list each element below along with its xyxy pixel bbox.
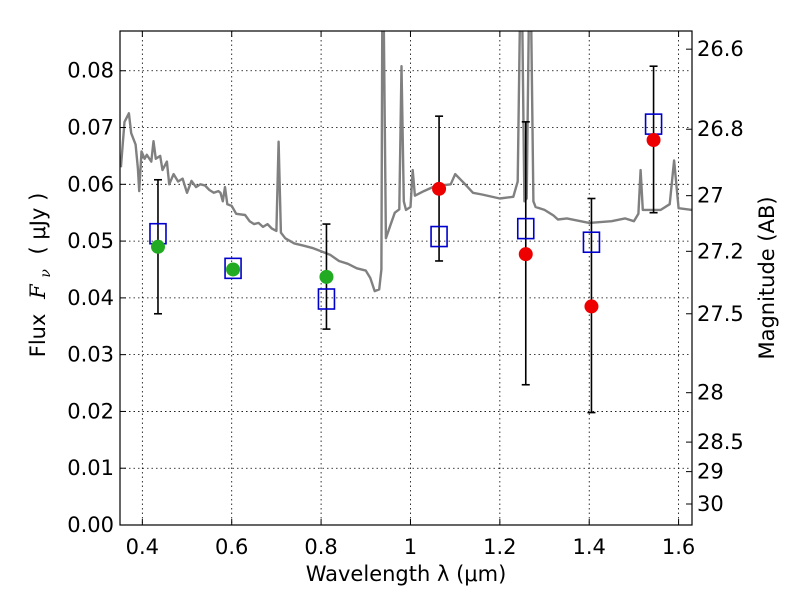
y-tick-label: 0.01 [67, 456, 114, 480]
y2-tick-label: 28 [697, 381, 724, 405]
y2-tick-label: 30 [697, 492, 724, 516]
model-flux-square [224, 257, 242, 280]
y2-tick-label: 27.5 [697, 302, 744, 326]
plot-frame [119, 30, 693, 526]
y-tick-label: 0.06 [67, 172, 114, 196]
x-tick-label: 1.4 [573, 535, 606, 559]
observed-flux-point [319, 269, 334, 284]
y-axis-title: Flux F ν ( μJy ) [26, 193, 55, 358]
x-tick-label: 0.6 [215, 535, 248, 559]
x-tick-label: 0.8 [304, 535, 337, 559]
grid-lines [120, 31, 692, 525]
y-axis-title-prefix: Flux [26, 314, 50, 358]
y-axis-title-subscript: ν [38, 269, 54, 278]
observed-flux-point [226, 262, 241, 277]
x-tick-label: 1.2 [483, 535, 516, 559]
model-flux-square [582, 231, 601, 254]
model-flux-square [317, 288, 336, 310]
model-flux-square [430, 225, 448, 248]
y2-tick-label: 26.6 [697, 37, 744, 61]
y-axis-title-unit: ( μJy ) [26, 193, 50, 255]
observed-flux-point [646, 133, 661, 148]
observed-flux-point [432, 181, 447, 196]
observed-points-layer [150, 133, 661, 314]
y-tick-label: 0.00 [67, 513, 114, 537]
x-axis-title: Wavelength λ (μm) [306, 562, 507, 586]
observed-flux-point [584, 299, 599, 314]
observed-flux-point [518, 247, 533, 262]
x-tick-label: 1.6 [662, 535, 695, 559]
y2-tick-label: 27 [697, 184, 724, 208]
y2-tick-label: 29 [697, 460, 724, 484]
y-tick-label: 0.02 [67, 399, 114, 423]
y-tick-label: 0.03 [67, 343, 114, 367]
model-flux-square [516, 217, 535, 240]
error-bars-layer [153, 65, 658, 414]
y-tick-label: 0.07 [67, 116, 114, 140]
y-tick-label: 0.08 [67, 59, 114, 83]
observed-flux-point [150, 239, 165, 254]
y2-tick-label: 26.8 [697, 117, 744, 141]
spectrum-line [120, 31, 692, 293]
y2-tick-label: 27.2 [697, 239, 744, 263]
y-tick-label: 0.04 [67, 286, 114, 310]
spectrum-layer [120, 31, 692, 293]
y2-tick-label: 28.5 [697, 430, 744, 454]
model-squares-layer [149, 113, 663, 310]
y-axis-title-symbol: F [26, 283, 50, 300]
x-tick-label: 1 [404, 535, 417, 559]
x-tick-label: 0.4 [126, 535, 159, 559]
y-tick-label: 0.05 [67, 229, 114, 253]
ticks-layer: 0.4 0.6 0.8 1 1.2 1.4 1.6 0.00 0.01 0.02 0.03 0.04 0… [67, 31, 744, 559]
y2-axis-title: Magnitude (AB) [755, 196, 779, 359]
